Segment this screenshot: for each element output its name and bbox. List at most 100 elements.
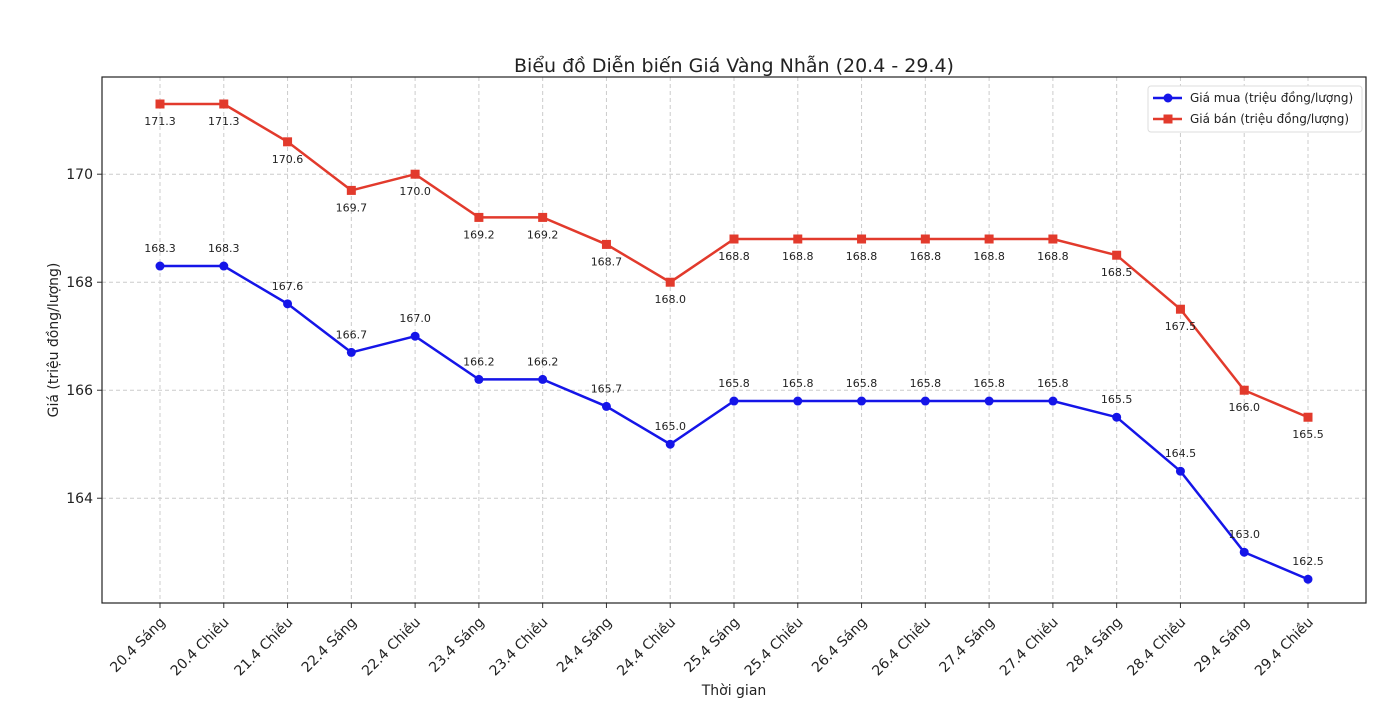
- data-label: 171.3: [208, 115, 240, 128]
- data-label: 165.8: [910, 377, 942, 390]
- data-point: [601, 239, 611, 249]
- data-point: [219, 261, 229, 271]
- data-point: [346, 347, 356, 357]
- legend-label: Giá mua (triệu đồng/lượng): [1190, 91, 1353, 105]
- data-point: [1048, 396, 1058, 406]
- data-point: [1303, 412, 1313, 422]
- data-label: 169.2: [463, 228, 495, 241]
- data-label: 165.8: [1037, 377, 1069, 390]
- data-label: 168.8: [1037, 250, 1069, 263]
- data-label: 168.8: [973, 250, 1005, 263]
- data-point: [729, 234, 739, 244]
- data-label: 170.0: [399, 185, 431, 198]
- data-point: [1239, 385, 1249, 395]
- data-point: [857, 234, 867, 244]
- data-point: [793, 234, 803, 244]
- data-point: [1112, 250, 1122, 260]
- legend-label: Giá bán (triệu đồng/lượng): [1190, 112, 1349, 126]
- data-label: 168.8: [910, 250, 942, 263]
- series-buy: 168.3 168.3 167.6 166.7 167.0 166.2 166.2 165.7…: [144, 242, 1324, 584]
- data-point: [283, 299, 293, 309]
- x-tick-label: 27.4 Sáng: [937, 615, 998, 676]
- x-tick-label: 29.4 Sáng: [1192, 615, 1253, 676]
- data-point: [984, 234, 994, 244]
- x-tick-label: 21.4 Chiều: [231, 614, 297, 680]
- legend-marker: [1163, 93, 1173, 103]
- data-point: [155, 261, 165, 271]
- data-label: 166.2: [527, 355, 559, 368]
- data-label: 168.8: [846, 250, 878, 263]
- data-label: 168.0: [654, 293, 686, 306]
- y-tick-label: 170: [66, 167, 93, 183]
- data-label: 168.8: [782, 250, 814, 263]
- data-label: 165.8: [782, 377, 814, 390]
- legend-box: [1147, 85, 1363, 133]
- data-label: 164.5: [1165, 447, 1197, 460]
- x-tick-label: 25.4 Sáng: [681, 615, 742, 676]
- series-sell: 171.3 171.3 170.6 169.7 170.0 169.2 169.2 168.7…: [144, 99, 1324, 441]
- data-point: [410, 169, 420, 179]
- data-point: [601, 401, 611, 411]
- data-label: 165.5: [1292, 428, 1324, 441]
- x-tick-label: 27.4 Chiều: [996, 614, 1062, 680]
- data-point: [474, 212, 484, 222]
- y-tick-label: 164: [66, 491, 93, 507]
- data-label: 167.5: [1165, 320, 1197, 333]
- data-point: [1048, 234, 1058, 244]
- data-point: [984, 396, 994, 406]
- data-label: 166.2: [463, 355, 495, 368]
- data-label: 162.5: [1292, 555, 1324, 568]
- x-tick-label: 28.4 Chiều: [1124, 614, 1190, 680]
- data-point: [538, 374, 548, 384]
- data-label: 165.8: [718, 377, 750, 390]
- data-label: 166.0: [1228, 401, 1260, 414]
- data-label: 167.0: [399, 312, 431, 325]
- y-axis-label: Giá (triệu đồng/lượng): [45, 263, 62, 418]
- y-tick-label: 166: [66, 383, 93, 399]
- data-point: [474, 374, 484, 384]
- data-point: [1175, 304, 1185, 314]
- data-point: [1239, 547, 1249, 557]
- data-point: [1112, 412, 1122, 422]
- x-tick-label: 20.4 Sáng: [107, 615, 168, 676]
- data-label: 165.5: [1101, 393, 1133, 406]
- x-tick-label: 22.4 Sáng: [299, 615, 360, 676]
- data-point: [410, 331, 420, 341]
- data-label: 170.6: [272, 153, 304, 166]
- data-label: 171.3: [144, 115, 176, 128]
- x-tick-label: 23.4 Chiều: [486, 614, 552, 680]
- data-label: 169.7: [336, 201, 368, 214]
- data-label: 168.8: [718, 250, 750, 263]
- data-point: [729, 396, 739, 406]
- x-tick-label: 26.4 Sáng: [809, 615, 870, 676]
- data-point: [793, 396, 803, 406]
- x-tick-label: 24.4 Chiều: [614, 614, 680, 680]
- chart-title: Biểu đồ Diễn biến Giá Vàng Nhẫn (20.4 - …: [514, 54, 954, 77]
- data-label: 165.8: [846, 377, 878, 390]
- x-axis-label: Thời gian: [701, 683, 767, 699]
- data-label: 165.7: [591, 382, 623, 395]
- data-point: [1303, 574, 1313, 584]
- data-point: [920, 396, 930, 406]
- data-label: 168.7: [591, 255, 623, 268]
- data-point: [155, 99, 165, 109]
- data-point: [665, 277, 675, 287]
- data-label: 168.3: [208, 242, 240, 255]
- legend-marker: [1163, 114, 1173, 124]
- data-point: [219, 99, 229, 109]
- data-point: [857, 396, 867, 406]
- data-label: 163.0: [1228, 528, 1260, 541]
- x-tick-label: 23.4 Sáng: [426, 615, 487, 676]
- data-label: 165.8: [973, 377, 1005, 390]
- data-label: 168.3: [144, 242, 176, 255]
- data-point: [346, 185, 356, 195]
- y-tick-label: 168: [66, 275, 93, 291]
- x-tick-label: 20.4 Chiều: [167, 614, 233, 680]
- x-tick-label: 28.4 Sáng: [1064, 615, 1125, 676]
- plot-frame: [101, 76, 1367, 604]
- data-point: [1175, 466, 1185, 476]
- x-tick-label: 29.4 Chiều: [1251, 614, 1317, 680]
- data-label: 165.0: [654, 420, 686, 433]
- x-tick-label: 25.4 Chiều: [741, 614, 807, 680]
